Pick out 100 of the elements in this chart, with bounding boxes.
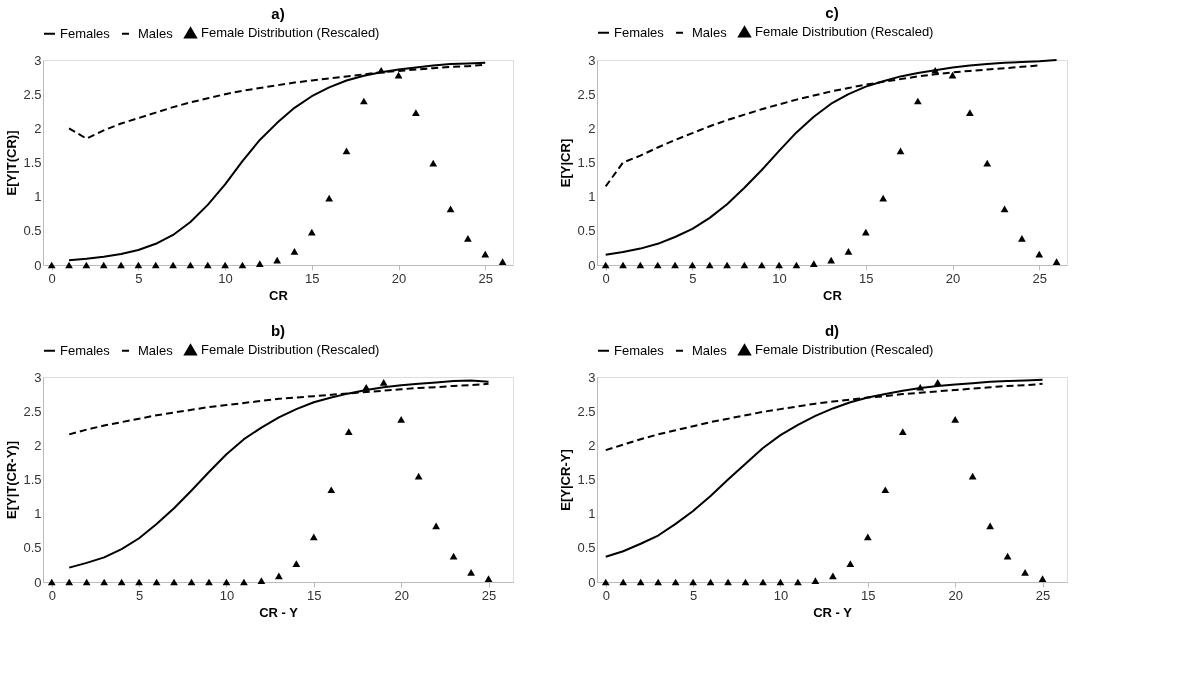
legend-label: Males [692, 24, 728, 40]
point [948, 71, 957, 79]
x-tick-label: 0 [602, 270, 610, 286]
point [222, 578, 231, 586]
point [1021, 569, 1029, 576]
point [741, 578, 750, 586]
point [377, 66, 386, 74]
x-tick-label: 15 [307, 587, 322, 603]
y-tick-label: 1 [34, 506, 42, 522]
x-tick-label: 20 [394, 587, 409, 603]
legend-label: Males [692, 342, 728, 358]
y-tick-label: 1 [588, 506, 596, 522]
y-tick-label: 0.5 [577, 223, 596, 239]
point [844, 247, 853, 255]
y-tick-label: 0.5 [23, 223, 42, 239]
point [327, 486, 336, 494]
y-tick-label: 1.5 [23, 472, 42, 487]
y-tick-label: 2 [34, 437, 42, 453]
x-tick-label: 20 [391, 270, 407, 286]
y-tick-label: 3 [34, 369, 42, 385]
line-series [604, 378, 1044, 558]
x-tick-label: 20 [945, 270, 961, 286]
x-tick-label: 15 [861, 587, 876, 603]
x-axis-title: CR [823, 287, 843, 303]
point [811, 577, 820, 584]
y-tick-label: 2 [588, 120, 596, 136]
x-tick-label: 5 [689, 587, 698, 603]
y-tick-label: 3 [34, 52, 42, 68]
chart-title: c) [825, 4, 839, 21]
point [464, 235, 472, 242]
chart-title: d) [824, 322, 840, 339]
legend-label: Females [60, 25, 111, 41]
point [467, 569, 475, 576]
point [292, 560, 301, 567]
y-axis-title: E[Y|CR-Y] [558, 449, 574, 511]
point [881, 486, 890, 494]
x-axis-title: CR [269, 287, 289, 303]
x-tick-label: 20 [948, 587, 963, 603]
y-tick-label: 2.5 [577, 86, 596, 102]
point [1052, 258, 1061, 265]
point [827, 256, 836, 264]
legend-label: Females [614, 342, 665, 358]
point [429, 159, 438, 167]
line-series [604, 59, 1058, 256]
x-tick-label: 25 [1035, 587, 1051, 603]
legend-label: Female Distribution (Rescaled) [201, 341, 380, 357]
point [446, 205, 455, 213]
point [966, 109, 974, 116]
point [187, 578, 196, 586]
point [394, 71, 403, 79]
point [705, 261, 714, 269]
y-tick-label: 1 [34, 189, 42, 205]
point [257, 577, 266, 584]
point [344, 428, 353, 436]
legend-label: Females [614, 24, 665, 40]
x-tick-label: 10 [772, 270, 787, 286]
y-tick-label: 1 [588, 189, 596, 205]
point [933, 379, 942, 386]
point [273, 256, 282, 264]
point [309, 533, 318, 541]
chart-title: b) [270, 322, 286, 339]
legend-label: Females [60, 342, 111, 358]
y-tick-label: 0 [34, 257, 42, 273]
point [1038, 575, 1047, 582]
point [706, 578, 715, 586]
legend-label: Males [138, 25, 174, 41]
legend-label: Males [138, 342, 174, 358]
x-tick-label: 15 [859, 270, 874, 286]
point [931, 66, 940, 74]
y-tick-label: 2 [34, 120, 42, 136]
point [100, 578, 109, 586]
x-tick-label: 25 [1032, 270, 1047, 286]
y-tick-label: 2.5 [23, 403, 42, 419]
x-axis-title: CR - Y [813, 604, 853, 620]
point [255, 260, 264, 267]
point [829, 572, 837, 580]
chart-title: a) [271, 5, 285, 22]
point [1000, 205, 1009, 213]
x-axis-title: CR - Y [259, 604, 299, 620]
y-axis-title: E[Y|T(CR)] [4, 130, 20, 196]
point [1018, 235, 1026, 242]
y-tick-label: 0 [588, 257, 596, 273]
x-tick-label: 0 [48, 270, 56, 286]
point [342, 147, 351, 155]
x-tick-label: 10 [219, 587, 235, 603]
point [861, 228, 870, 236]
point [863, 533, 872, 541]
point [846, 560, 855, 567]
y-tick-label: 2.5 [577, 403, 596, 419]
y-tick-label: 3 [588, 52, 596, 68]
y-tick-label: 1.5 [577, 155, 596, 170]
point [484, 575, 493, 582]
y-tick-label: 2.5 [23, 86, 42, 102]
legend-label: Female Distribution (Rescaled) [755, 23, 934, 39]
x-tick-label: 0 [48, 587, 56, 603]
point [896, 147, 905, 155]
point [397, 416, 406, 423]
y-tick-label: 2 [588, 437, 596, 453]
y-tick-label: 1.5 [23, 155, 42, 170]
y-axis-title: E[Y|CR] [558, 138, 574, 188]
